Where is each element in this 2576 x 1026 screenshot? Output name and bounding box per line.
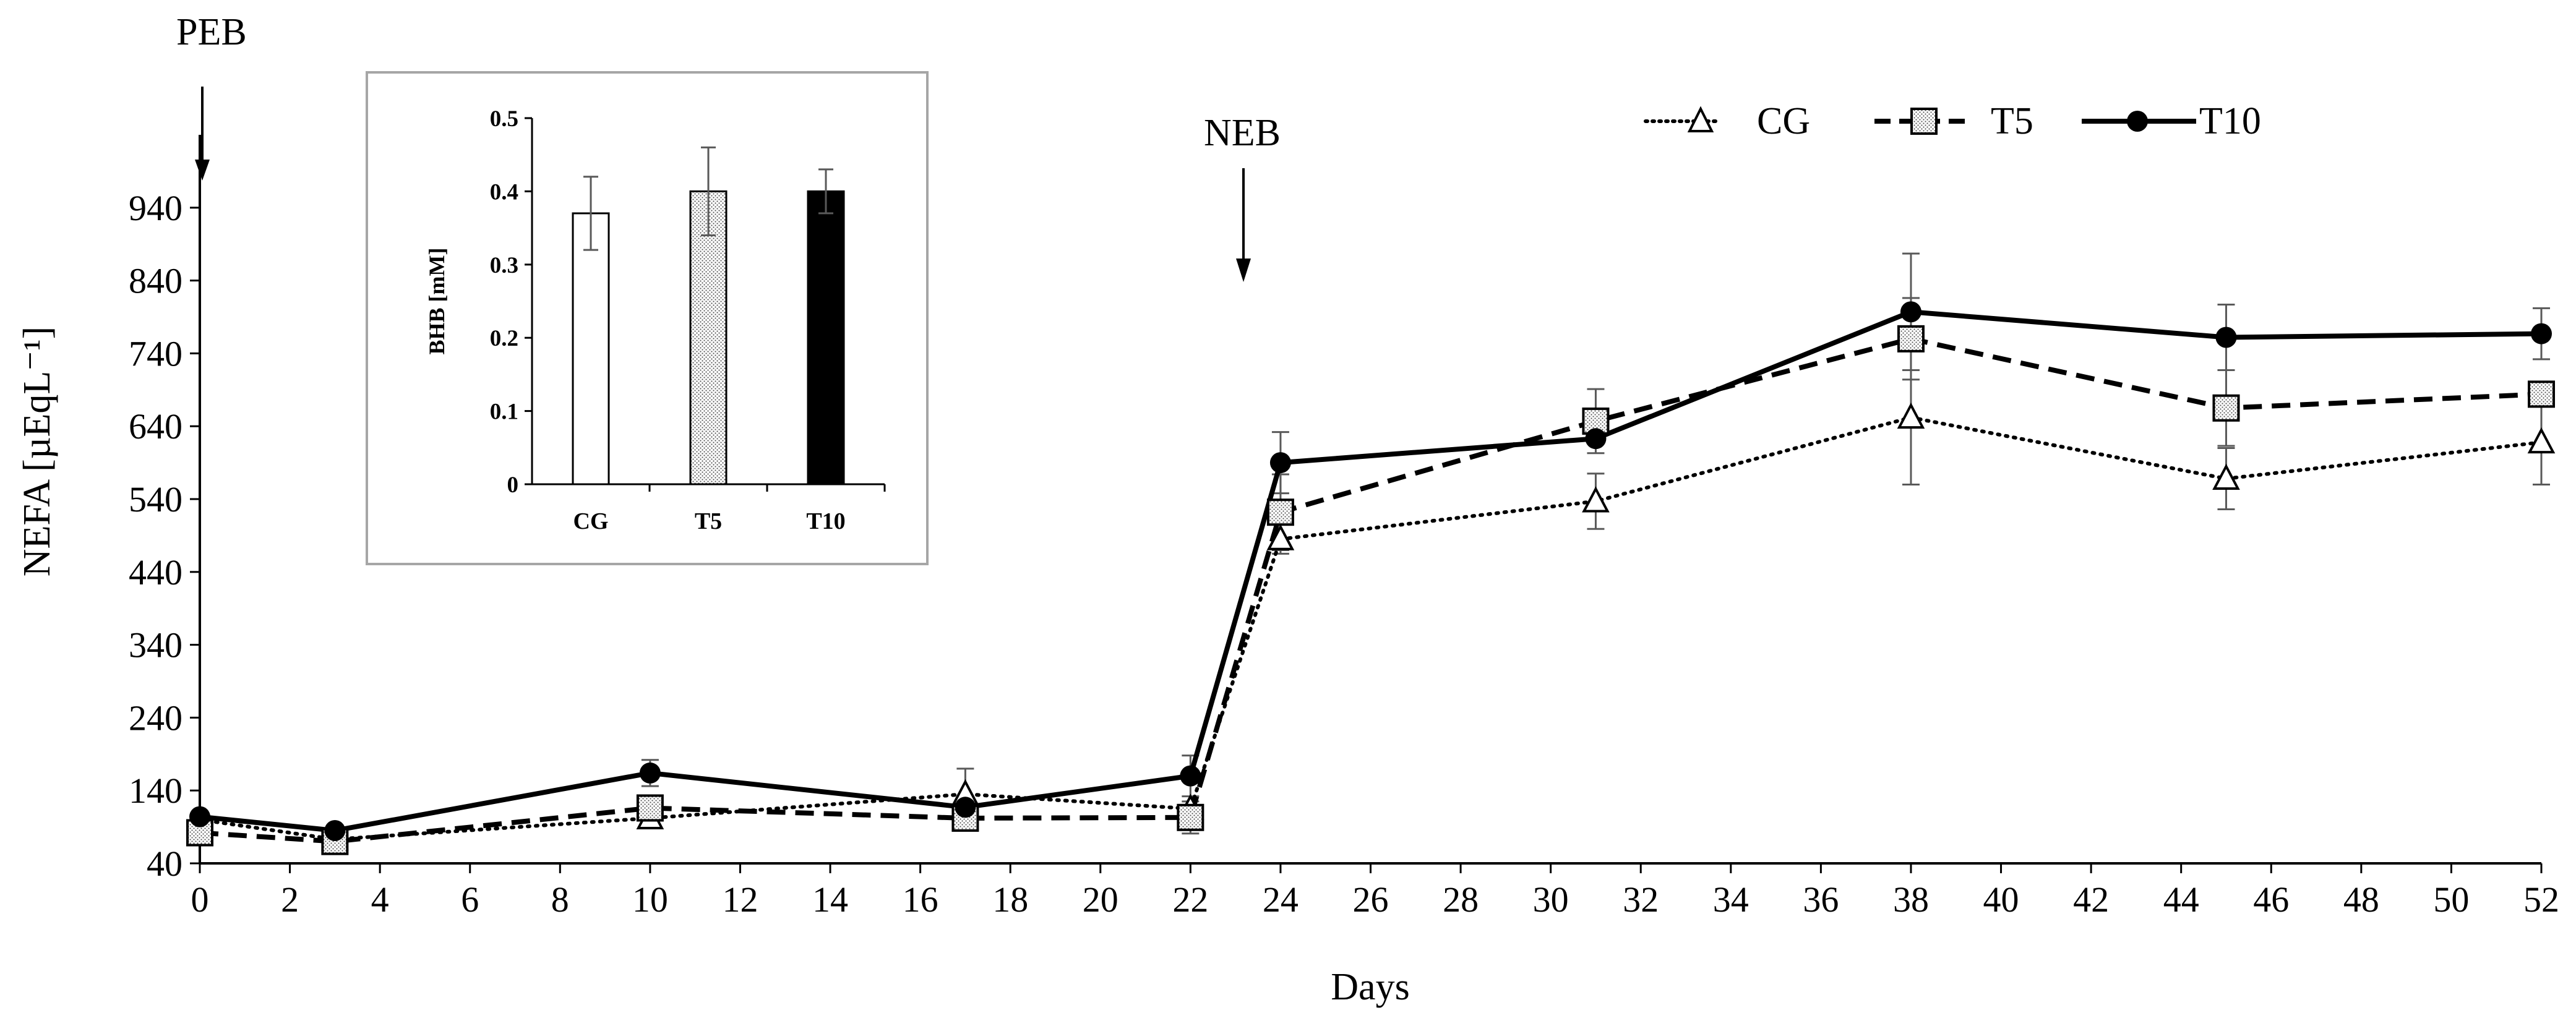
x-tick-label: 46	[2253, 879, 2289, 920]
data-point-cg	[1897, 402, 1925, 429]
x-tick-label: 26	[1353, 879, 1389, 920]
data-point-t10	[639, 762, 661, 784]
inset-y-tick-label: 0.2	[490, 326, 518, 351]
x-ticks: 0 2 4 6 8 10 12 14 16 18 20 22 24 26 28 30 32 34 36 38 40 42 4…	[191, 863, 2559, 920]
legend-t10-circle-icon	[2127, 111, 2148, 132]
y-tick-label: 740	[129, 333, 182, 374]
x-tick-label: 40	[1983, 879, 2019, 920]
y-tick-label: 640	[129, 406, 182, 447]
series-lines	[197, 309, 2544, 844]
x-tick-label: 18	[992, 879, 1028, 920]
legend-cg-label: CG	[1757, 100, 1810, 142]
x-axis-label: Days	[1331, 966, 1409, 1008]
x-tick-label: 2	[281, 879, 299, 920]
x-tick-label: 38	[1893, 879, 1929, 920]
data-point-t10	[955, 797, 976, 818]
data-point-t5	[1266, 498, 1294, 526]
data-point-t5	[1897, 325, 1925, 353]
x-tick-label: 42	[2073, 879, 2109, 920]
x-tick-label: 32	[1623, 879, 1659, 920]
x-tick-label: 34	[1713, 879, 1749, 920]
inset-chart: 0 0.1 0.2 0.3 0.4 0.5 CG T5 T10 BHB [mM]	[366, 71, 929, 565]
inset-bars: CG T5 T10	[572, 146, 846, 534]
x-tick-label: 16	[903, 879, 938, 920]
x-tick-label: 48	[2343, 879, 2379, 920]
data-point-cg	[1582, 486, 1610, 513]
data-point-cg	[1266, 524, 1295, 550]
x-tick-label: 12	[722, 879, 758, 920]
inset-y-tick-label: 0.3	[490, 253, 518, 278]
data-point-t5	[1177, 803, 1204, 831]
x-tick-label: 22	[1172, 879, 1208, 920]
x-tick-label: 44	[2163, 879, 2199, 920]
data-point-t10	[1585, 428, 1607, 450]
data-point-t10	[1180, 765, 1201, 787]
data-point-t5	[636, 794, 664, 822]
data-point-t5	[2212, 394, 2240, 422]
x-tick-label: 36	[1803, 879, 1839, 920]
legend-cg-triangle-icon	[1687, 106, 1714, 132]
x-tick-label: 6	[461, 879, 479, 920]
y-tick-label: 540	[129, 479, 182, 519]
neb-arrow-head-icon	[1236, 259, 1251, 282]
series-line-t10	[197, 309, 2544, 833]
y-tick-label: 240	[129, 698, 182, 738]
x-tick-label: 8	[551, 879, 569, 920]
x-tick-label: 14	[812, 879, 848, 920]
series-line-t5	[199, 336, 2542, 844]
inset-y-axis-label: BHB [mM]	[424, 248, 449, 355]
inset-y-tick-label: 0	[507, 472, 519, 498]
inset-bar-cg	[572, 212, 610, 485]
x-tick-label: 0	[191, 879, 209, 920]
x-tick-label: 28	[1443, 879, 1479, 920]
data-point-t10	[189, 806, 210, 827]
series-line-cg	[198, 416, 2543, 842]
annotation-neb: NEB	[1204, 112, 1281, 154]
peb-arrow-head-icon	[195, 160, 210, 181]
legend-t5-square-icon	[1910, 108, 1938, 135]
x-tick-label: 4	[371, 879, 389, 920]
data-point-t10	[1900, 301, 1921, 323]
legend: CG T5 T10	[1644, 100, 2261, 142]
y-tick-label: 840	[129, 261, 182, 301]
inset-category-label: CG	[573, 508, 609, 534]
y-tick-label: 940	[129, 188, 182, 228]
data-point-t10	[324, 819, 346, 841]
x-tick-label: 52	[2523, 879, 2559, 920]
legend-t5-label: T5	[1991, 100, 2033, 142]
y-tick-label: 140	[129, 771, 182, 811]
data-point-t5	[2528, 380, 2555, 408]
series-markers	[186, 301, 2556, 855]
data-point-cg	[2212, 463, 2240, 490]
inset-y-tick-label: 0.1	[490, 400, 518, 425]
data-point-cg	[2527, 427, 2556, 454]
y-ticks: 40 140 240 340 440 540 640 740 840 940	[129, 188, 200, 884]
y-tick-label: 40	[147, 844, 182, 884]
inset-bar-t5	[689, 190, 728, 485]
data-point-t10	[1269, 452, 1291, 474]
x-tick-label: 20	[1083, 879, 1118, 920]
x-tick-label: 24	[1263, 879, 1299, 920]
legend-t10-label: T10	[2199, 100, 2261, 142]
x-tick-label: 30	[1533, 879, 1569, 920]
inset-y-tick-label: 0.5	[490, 106, 518, 132]
y-tick-label: 340	[129, 625, 182, 665]
inset-ticks: 0 0.1 0.2 0.3 0.4 0.5	[490, 106, 886, 498]
data-point-t10	[2531, 323, 2552, 344]
inset-category-label: T10	[806, 508, 845, 534]
y-tick-label: 440	[129, 552, 182, 592]
data-point-t10	[2215, 327, 2237, 348]
annotation-peb: PEB	[176, 11, 247, 53]
x-tick-label: 10	[632, 879, 668, 920]
inset-bar-t10	[807, 190, 845, 485]
inset-category-label: T5	[695, 508, 722, 534]
x-tick-label: 50	[2433, 879, 2469, 920]
y-axis-label: NEFA [µEqL⁻¹]	[16, 327, 58, 576]
inset-y-tick-label: 0.4	[490, 179, 518, 205]
